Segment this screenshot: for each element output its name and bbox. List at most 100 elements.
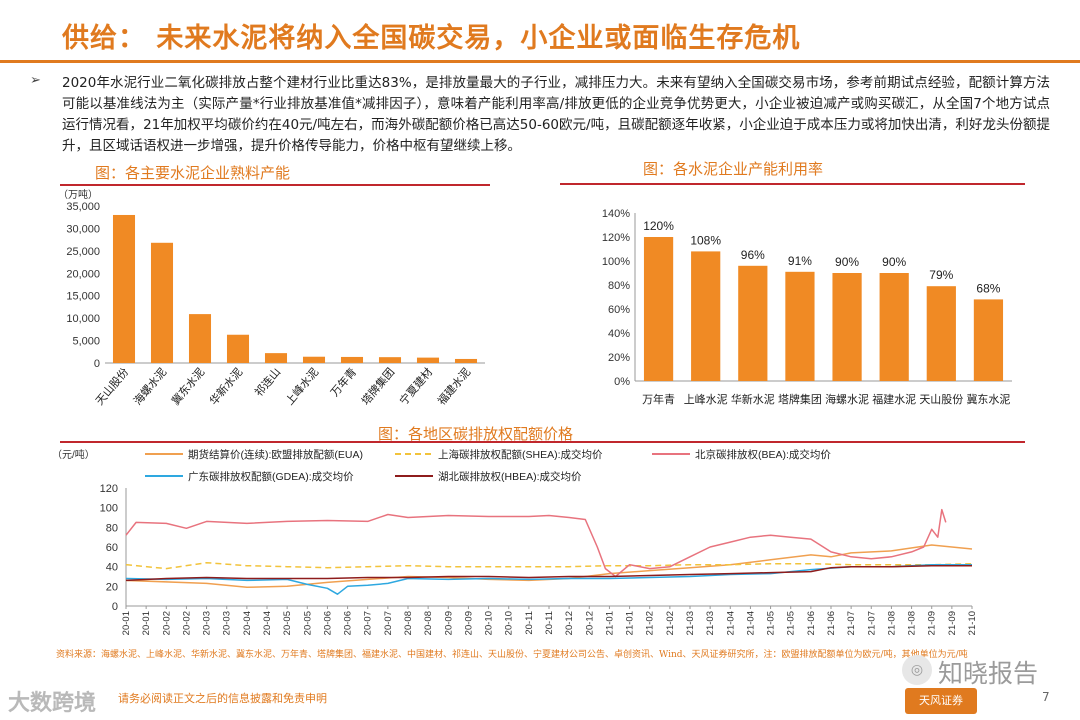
chart1-bar (264, 353, 288, 363)
chart1-xtick: 上峰水泥 (283, 366, 321, 408)
chart3-caption-rule (60, 441, 1025, 443)
chart1-xtick: 天山股份 (93, 366, 131, 408)
title-bar: 供给： 未来水泥将纳入全国碳交易，小企业或面临生存危机 (0, 0, 1080, 60)
chart1-xtick: 冀东水泥 (168, 365, 207, 408)
summary-paragraph: 2020年水泥行业二氧化碳排放占整个建材行业比重达83%，是排放量最大的子行业，… (62, 75, 1050, 154)
chart1-ytick: 30,000 (66, 223, 100, 235)
chart1-xtick: 塔牌集团 (358, 365, 397, 408)
chart2-ytick: 80% (608, 280, 630, 292)
chart2-caption-rule (560, 183, 1025, 185)
chart2-caption: 图：各水泥企业产能利用率 (643, 160, 824, 178)
chart3-xtick: 20-01 (121, 611, 132, 635)
chart2-data-label: 96% (741, 248, 765, 262)
chart2-bar (785, 271, 815, 381)
chart3-xtick: 21-09 (947, 611, 958, 635)
chart3-legend-label: 湖北碳排放权(HBEA):成交均价 (438, 470, 582, 483)
chart3-xtick: 20-03 (222, 611, 233, 635)
chart2-data-label: 108% (690, 233, 721, 247)
chart3-ytick: 80 (106, 522, 118, 534)
chart3-xtick: 20-04 (242, 611, 253, 635)
chart3-xtick: 21-05 (766, 611, 777, 635)
chart3-series-line (125, 561, 973, 570)
clinker-capacity-chart: （万吨） 0 5,000 10,000 15,000 20,000 25,000 30,00… (58, 188, 485, 408)
chart1-bar (188, 314, 212, 363)
chart1-ytick: 5,000 (72, 336, 100, 348)
chart3-xtick: 20-10 (484, 611, 495, 635)
chart1-bar (454, 358, 478, 363)
chart1-xtick: 宁夏建材 (396, 365, 435, 408)
source-note: 资料来源：海螺水泥、上峰水泥、华新水泥、冀东水泥、万年青、塔牌集团、福建水泥、中… (56, 650, 968, 660)
chart3-legend-label: 期货结算价(连续):欧盟排放配额(EUA) (188, 448, 363, 461)
chart1-caption: 图：各主要水泥企业熟料产能 (95, 164, 291, 182)
chart3-xtick: 21-05 (786, 611, 797, 635)
chart3-ytick: 40 (106, 562, 118, 574)
chart3-xtick: 21-04 (745, 611, 756, 635)
chart3-series-line (125, 563, 972, 595)
chart3-ytick: 60 (106, 542, 118, 554)
chart2-ytick: 60% (608, 304, 630, 316)
chart2-ytick: 120% (602, 232, 630, 244)
chart3-xtick: 21-07 (866, 611, 877, 635)
chart1-ytick: 25,000 (66, 246, 100, 258)
chart1-xtick: 华新水泥 (206, 365, 245, 408)
chart3-xtick: 20-03 (202, 611, 213, 635)
chart2-data-label: 90% (882, 255, 906, 269)
title-rule (0, 60, 1080, 63)
chart1-xtick: 福建水泥 (434, 365, 473, 408)
chart1-bar (226, 334, 250, 363)
chart3-xtick: 21-07 (846, 611, 857, 635)
chart3-xtick: 21-03 (685, 611, 696, 635)
chart2-data-label: 90% (835, 255, 859, 269)
chart3-legend-label: 广东碳排放权配额(GDEA):成交均价 (188, 470, 354, 483)
chart3-xtick: 21-10 (967, 611, 978, 635)
chart3-xtick: 21-02 (645, 611, 656, 635)
chart1-xtick: 祁连山 (251, 365, 283, 399)
chart3-ytick: 0 (112, 601, 118, 613)
chart3-xtick: 21-01 (604, 611, 615, 635)
chart2-data-label: 91% (788, 254, 812, 268)
chart1-ytick: 20,000 (66, 268, 100, 280)
carbon-price-chart: （元/吨） 期货结算价(连续):欧盟排放配额(EUA) 上海碳排放权配额(SHEA… (52, 448, 978, 635)
chart1-bar (302, 356, 326, 363)
chart3-ytick: 100 (100, 503, 118, 515)
chart2-bar (738, 265, 768, 381)
chart3-xtick: 20-07 (363, 611, 374, 635)
chart3-xtick: 21-08 (907, 611, 918, 635)
chart1-xtick: 海螺水泥 (130, 365, 169, 408)
chart3-xtick: 20-12 (584, 611, 595, 635)
chart2-data-label: 79% (929, 268, 953, 282)
chart3-ylabel: （元/吨） (52, 448, 95, 461)
chart2-bar (926, 286, 956, 381)
chart1-ytick: 0 (94, 358, 100, 370)
chart2-bar (643, 237, 674, 381)
bullet-marker: ➢ (30, 73, 41, 88)
chart3-xtick: 20-04 (262, 611, 273, 635)
chart2-bar (879, 273, 909, 381)
chart2-xtick: 海螺水泥 (825, 392, 869, 406)
chart2-ytick: 100% (602, 256, 630, 268)
chart3-series-line (125, 508, 947, 578)
chart3-xtick: 20-07 (383, 611, 394, 635)
chart2-xtick: 华新水泥 (731, 392, 775, 406)
chart3-ytick: 20 (106, 581, 118, 593)
chart1-ytick: 10,000 (66, 313, 100, 325)
chart3-xtick: 21-06 (806, 611, 817, 635)
chart3-xtick: 21-06 (826, 611, 837, 635)
chart3-xtick: 20-10 (504, 611, 515, 635)
chart1-xtick: 万年青 (327, 365, 359, 399)
chart3-xtick: 20-08 (403, 611, 414, 635)
chart2-data-label: 120% (643, 219, 674, 233)
page-number: 7 (1042, 690, 1050, 704)
chart3-legend-label: 北京碳排放权(BEA):成交均价 (695, 448, 831, 461)
chart3-xtick: 21-03 (705, 611, 716, 635)
chart3-xtick: 20-05 (282, 611, 293, 635)
capacity-utilization-chart: 0% 20% 40% 60% 80% 100% 120% 140% 120% 万年青 108% 上峰… (602, 208, 1012, 406)
chart2-xtick: 塔牌集团 (778, 392, 822, 406)
chart2-xtick: 福建水泥 (872, 392, 916, 406)
chart3-xtick: 20-02 (181, 611, 192, 635)
chart1-bar (378, 357, 402, 363)
chart3-xtick: 20-09 (463, 611, 474, 635)
chart3-xtick: 21-09 (927, 611, 938, 635)
chart1-caption-rule (60, 184, 490, 186)
chart1-ytick: 35,000 (66, 201, 100, 213)
